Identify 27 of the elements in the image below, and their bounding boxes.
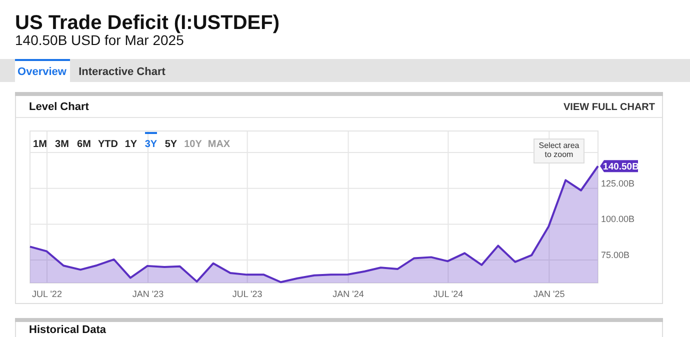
x-tick-label: JUL '24 bbox=[433, 289, 464, 299]
text: Interactive Chart bbox=[78, 66, 166, 78]
annotation: 1M bbox=[33, 139, 47, 150]
x-tick-label: JUL '23 bbox=[232, 289, 262, 299]
annotation: Select area to zoom bbox=[538, 141, 580, 159]
x-tick-label: JAN '24 bbox=[332, 289, 364, 299]
annotation: 140.50B bbox=[603, 162, 640, 173]
y-tick-label: 100.00B bbox=[601, 214, 635, 224]
text: VIEW FULL CHART bbox=[564, 102, 655, 113]
annotation: 3M bbox=[55, 139, 69, 150]
x-tick-label: JAN '25 bbox=[534, 289, 565, 299]
annotation: MAX bbox=[208, 139, 230, 150]
annotation: 6M bbox=[77, 139, 91, 150]
annotation: 1Y bbox=[124, 139, 138, 150]
annotation: 10Y bbox=[184, 139, 202, 150]
x-tick-label: JAN '23 bbox=[132, 289, 164, 299]
annotation: 3Y bbox=[144, 139, 158, 150]
annotation: YTD bbox=[98, 139, 118, 150]
x-tick-label: JUL '22 bbox=[32, 289, 62, 299]
chart-subtitle: 140.50B USD for Mar 2025 bbox=[15, 32, 184, 48]
annotation: 5Y bbox=[164, 139, 178, 150]
chart-title: US Trade Deficit (I:USTDEF) bbox=[15, 12, 280, 34]
y-tick-label: 125.00B bbox=[601, 178, 635, 188]
y-tick-label: 75.00B bbox=[601, 250, 630, 260]
text: Overview bbox=[18, 66, 67, 78]
text: Historical Data bbox=[29, 324, 107, 336]
text: Level Chart bbox=[29, 101, 90, 113]
